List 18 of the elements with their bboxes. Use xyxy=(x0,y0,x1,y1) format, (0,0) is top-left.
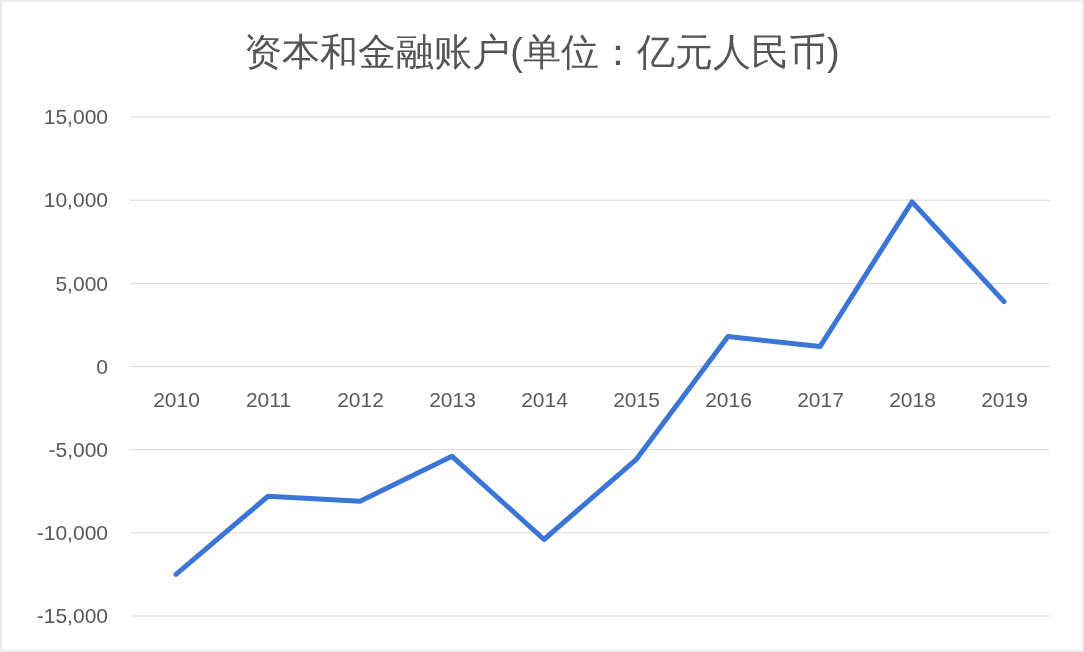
x-tick-label: 2016 xyxy=(705,388,752,412)
x-tick-label: 2011 xyxy=(245,388,292,412)
x-tick-label: 2017 xyxy=(797,388,844,412)
y-tick-label: 15,000 xyxy=(43,105,108,129)
x-tick-label: 2014 xyxy=(521,388,569,412)
x-tick-label: 2018 xyxy=(889,388,936,412)
x-tick-label: 2010 xyxy=(153,388,200,412)
y-tick-label: 0 xyxy=(96,354,108,378)
x-tick-label: 2019 xyxy=(981,388,1028,412)
y-tick-label: 10,000 xyxy=(43,188,108,212)
x-tick-label: 2013 xyxy=(429,388,476,412)
y-tick-label: -5,000 xyxy=(48,437,108,461)
chart-title: 资本和金融账户(单位：亿元人民币) xyxy=(244,31,840,73)
x-tick-label: 2012 xyxy=(337,388,384,412)
y-tick-label: -10,000 xyxy=(36,521,108,545)
x-tick-label: 2015 xyxy=(613,388,660,412)
y-tick-label: -15,000 xyxy=(36,604,108,628)
y-tick-label: 5,000 xyxy=(55,271,108,295)
